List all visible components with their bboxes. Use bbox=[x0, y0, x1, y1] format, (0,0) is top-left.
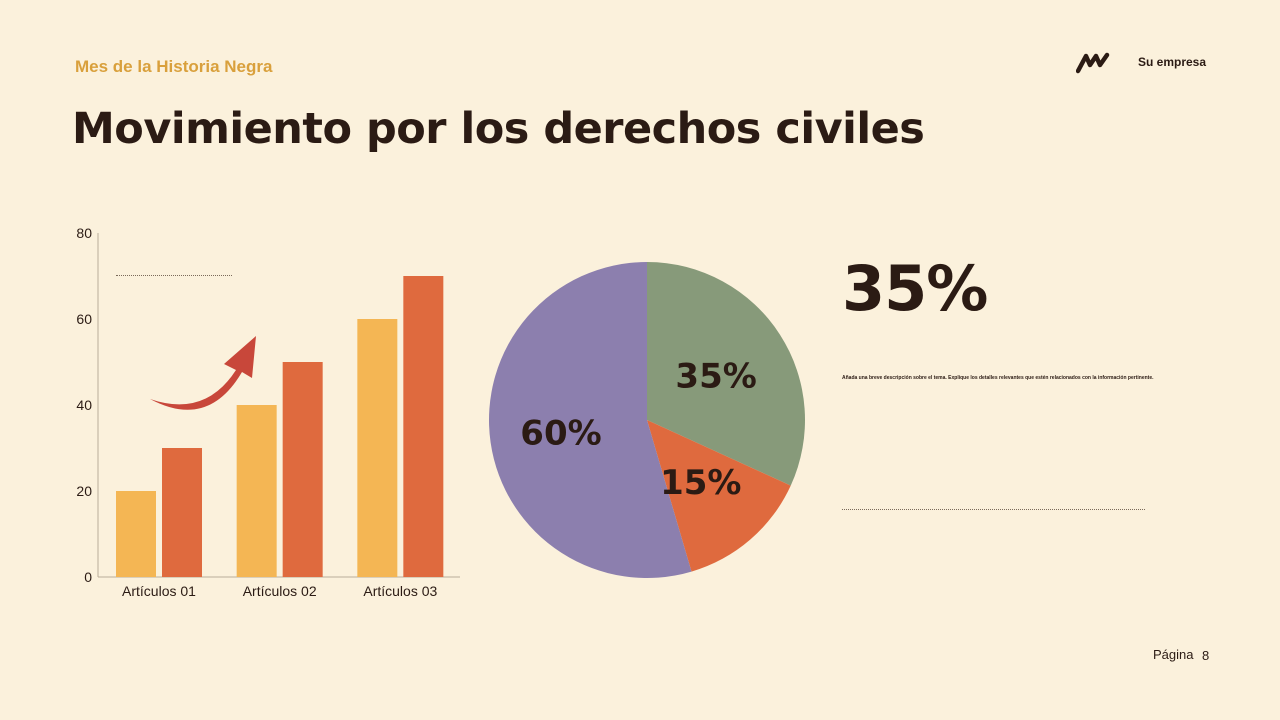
bar bbox=[357, 319, 398, 577]
brand-name: Su empresa bbox=[1138, 55, 1207, 69]
x-category-label: Artículos 03 bbox=[363, 583, 437, 599]
pie-slice-label: 15% bbox=[660, 463, 741, 503]
page-title: Movimiento por los derechos civiles bbox=[72, 104, 925, 154]
x-category-label: Artículos 02 bbox=[243, 583, 317, 599]
bar bbox=[282, 362, 323, 577]
page-label: Página bbox=[1153, 647, 1194, 662]
bar bbox=[162, 448, 202, 577]
y-tick-label: 80 bbox=[76, 225, 92, 241]
y-tick-label: 20 bbox=[76, 483, 92, 499]
decorative-line bbox=[842, 509, 1145, 510]
pie-slice bbox=[489, 262, 692, 578]
pie-slice-label: 35% bbox=[675, 357, 756, 397]
bar bbox=[116, 491, 156, 577]
zigzag-logo-icon bbox=[1076, 52, 1110, 74]
pie-chart: 35% 15% 60% bbox=[489, 262, 805, 578]
x-category-label: Artículos 01 bbox=[122, 583, 196, 599]
pie-slice-label: 60% bbox=[520, 413, 601, 453]
arrow-up-icon bbox=[150, 336, 256, 410]
stat-value: 35% bbox=[842, 252, 988, 325]
decorative-line bbox=[116, 275, 232, 276]
y-tick-label: 40 bbox=[76, 397, 92, 413]
bar-chart: 0 20 40 60 80 Artículos 01 Artículos 02 Artícul… bbox=[76, 225, 460, 599]
page-number: 8 bbox=[1202, 648, 1210, 663]
stat-description: Añada una breve descripción sobre el tem… bbox=[842, 375, 1154, 381]
pie-slice bbox=[647, 262, 805, 486]
bar bbox=[403, 276, 444, 577]
brand-logo bbox=[1076, 52, 1112, 74]
eyebrow-title: Mes de la Historia Negra bbox=[75, 57, 273, 76]
y-tick-label: 60 bbox=[76, 311, 92, 327]
pie-slice bbox=[647, 420, 791, 572]
bar bbox=[236, 405, 277, 577]
y-tick-label: 0 bbox=[84, 569, 92, 585]
